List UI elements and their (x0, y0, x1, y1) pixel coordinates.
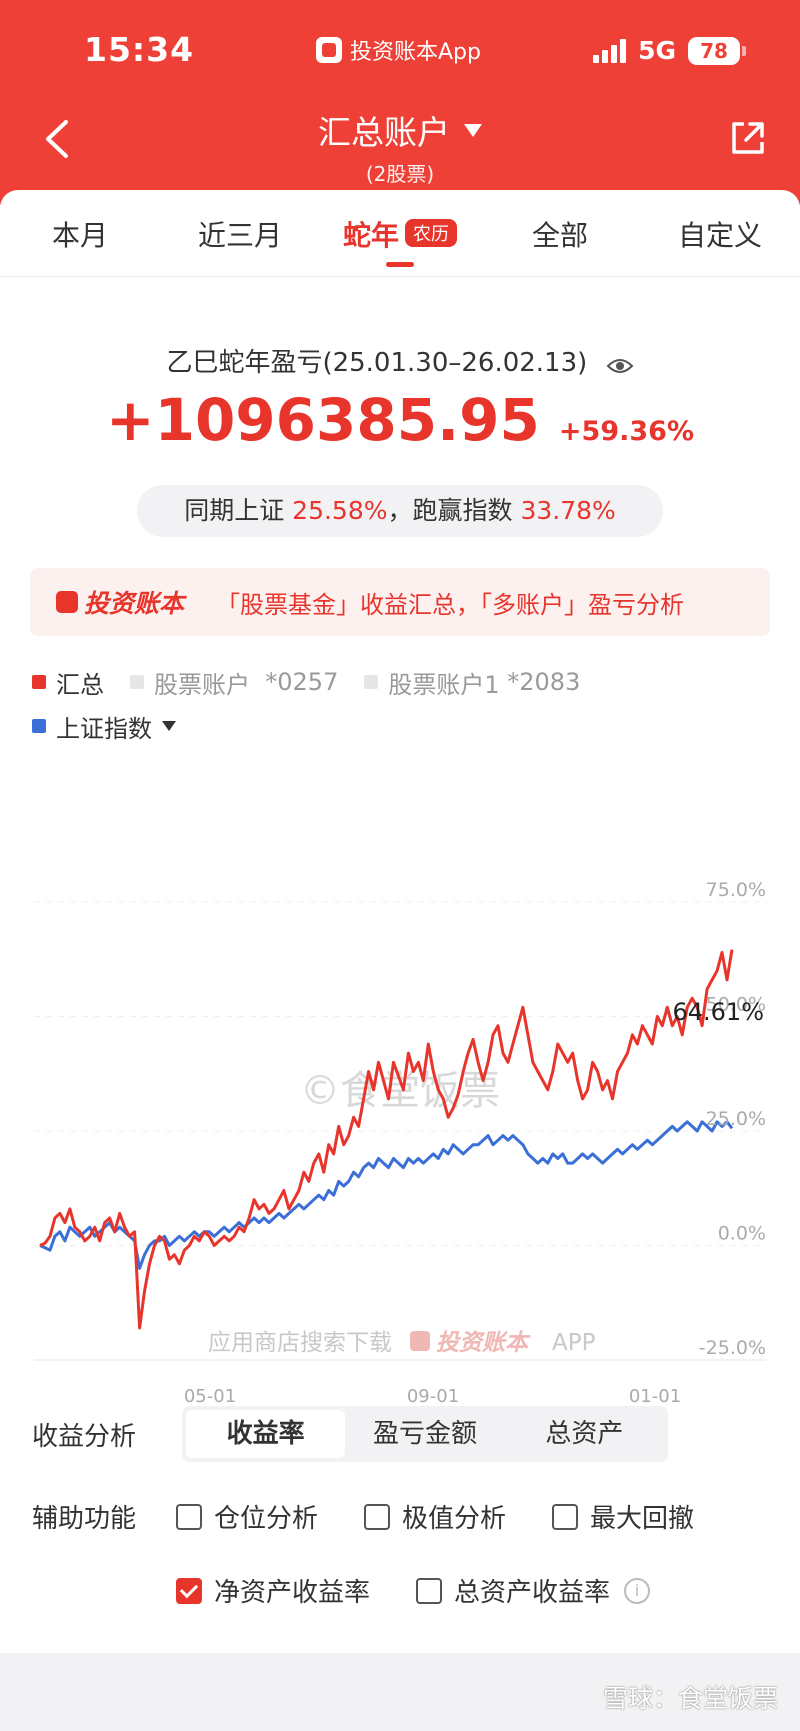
checkbox-icon (416, 1577, 443, 1604)
caret-down-icon (464, 123, 482, 137)
tab-custom[interactable]: 自定义 (677, 219, 763, 252)
footer-watermark: 雪球：食堂饭票 (602, 1684, 778, 1713)
app-header: 15:34 投资账本App 5G 78 汇总账户 (2股票) (0, 0, 800, 205)
last-value-label: 64.61% (672, 998, 764, 1026)
download-hint: 应用商店搜索下载 投资账本 APP (208, 1330, 596, 1356)
profit-amount: +1096385.95 (105, 386, 540, 454)
tab-snake-year[interactable]: 蛇年 农历 (342, 214, 458, 254)
footer: 雪球：食堂饭票 (0, 1653, 800, 1731)
tab-all[interactable]: 全部 (531, 219, 589, 252)
x-tick-label: 09-01 (407, 1386, 459, 1407)
account-title-area[interactable]: 汇总账户 (2股票) (0, 106, 800, 187)
battery-level: 78 (688, 36, 740, 65)
legend-account-0257[interactable]: 股票账户 *0257 (130, 665, 338, 700)
signal-icon (593, 38, 627, 63)
index-compare-pill: 同期上证 25.58%，跑赢指数 33.78% (137, 485, 663, 537)
legend-account-2083[interactable]: 股票账户1 *2083 (364, 665, 580, 700)
checkbox-net-asset-return[interactable]: 净资产收益率 (176, 1572, 370, 1609)
return-chart[interactable]: ©食堂饭票 应用商店搜索下载 投资账本 APP 75.0% 50.0% 25.0% 0… (0, 760, 800, 1520)
tab-snake-year-label: 蛇年 (342, 219, 400, 252)
seg-total-assets[interactable]: 总资产 (545, 1419, 624, 1449)
profit-rate: +59.36% (558, 416, 695, 447)
caret-down-icon (162, 721, 176, 731)
checkbox-checked-icon (176, 1577, 202, 1604)
checkbox-extreme-analysis[interactable]: 极值分析 (364, 1498, 506, 1535)
analysis-segmented-control: 收益率 盈亏金额 总资产 (182, 1406, 668, 1462)
legend-swatch (130, 675, 144, 689)
network-type: 5G (638, 36, 676, 65)
period-title: 乙巳蛇年盈亏(25.01.30–26.02.13) (0, 342, 800, 379)
status-time: 15:34 (84, 30, 195, 69)
aux-row-2: 净资产收益率 总资产收益率 i (176, 1572, 651, 1609)
eye-icon[interactable] (606, 356, 634, 376)
legend-index[interactable]: 上证指数 (32, 709, 176, 744)
series-line-total (39, 949, 734, 1330)
chart-watermark: ©食堂饭票 (300, 1068, 500, 1114)
y-tick-label: 75.0% (706, 879, 766, 901)
chart-legend: 汇总 股票账户 *0257 股票账户1 *2083 上证指数 (32, 660, 606, 748)
account-selector[interactable]: 汇总账户 (318, 106, 482, 154)
x-tick-label: 01-01 (629, 1386, 681, 1407)
y-tick-label: 50.0% (706, 994, 766, 1016)
y-tick-label: 0.0% (718, 1223, 766, 1245)
share-icon[interactable] (728, 118, 768, 158)
legend-swatch (32, 675, 46, 689)
legend-swatch (32, 719, 46, 733)
main-card: 本月 近三月 蛇年 农历 全部 自定义 乙巳蛇年盈亏(25.01.30–26.02… (0, 190, 800, 1653)
download-hint-text: 应用商店搜索下载 (208, 1330, 392, 1356)
profit-summary: +1096385.95 +59.36% (0, 386, 800, 454)
status-app-indicator: 投资账本App (316, 34, 481, 66)
checkbox-max-drawdown[interactable]: 最大回撤 (552, 1498, 694, 1535)
checkbox-total-asset-return[interactable]: 总资产收益率 (416, 1572, 610, 1609)
status-app-name: 投资账本App (350, 40, 481, 65)
download-brand: 投资账本 (436, 1330, 531, 1356)
y-tick-label: 25.0% (706, 1108, 766, 1130)
checkbox-icon (552, 1503, 579, 1530)
legend-total[interactable]: 汇总 (32, 665, 104, 700)
checkbox-icon (364, 1503, 391, 1530)
promo-text: 「股票基金」收益汇总，「多账户」盈亏分析 (216, 590, 685, 619)
page-title: 汇总账户 (318, 113, 450, 152)
aux-row-1: 辅助功能 仓位分析 极值分析 最大回撤 (32, 1498, 694, 1535)
legend-swatch (364, 675, 379, 689)
beat-index-rate: 33.78% (520, 496, 616, 525)
seg-return-rate[interactable]: 收益率 (186, 1410, 346, 1458)
page-subtitle: (2股票) (365, 162, 435, 186)
seg-profit-amount[interactable]: 盈亏金额 (372, 1419, 477, 1449)
analysis-label: 收益分析 (32, 1421, 137, 1452)
promo-brand: 投资账本 (56, 584, 184, 620)
promo-banner[interactable]: 投资账本 「股票基金」收益汇总，「多账户」盈亏分析 (30, 568, 770, 636)
info-icon[interactable]: i (624, 1577, 651, 1604)
download-app: APP (552, 1330, 596, 1356)
app-logo-icon (316, 37, 342, 63)
tab-this-month[interactable]: 本月 (51, 219, 109, 252)
analysis-row: 收益分析 收益率 盈亏金额 总资产 (32, 1406, 772, 1462)
active-tab-indicator (386, 262, 414, 267)
checkbox-icon (176, 1503, 202, 1530)
status-right: 5G 78 (593, 36, 746, 65)
checkbox-position-analysis[interactable]: 仓位分析 (176, 1498, 318, 1535)
series-line-index (39, 1120, 734, 1270)
aux-label: 辅助功能 (32, 1504, 137, 1534)
period-tabs: 本月 近三月 蛇年 农历 全部 自定义 (0, 190, 800, 277)
x-tick-label: 05-01 (184, 1386, 236, 1407)
tab-three-months[interactable]: 近三月 (197, 219, 283, 252)
brand-logo-icon (410, 1331, 430, 1351)
chevron-left-icon[interactable] (42, 118, 72, 160)
index-rate: 25.58% (292, 496, 388, 525)
lunar-badge: 农历 (405, 219, 458, 247)
y-tick-label: -25.0% (699, 1337, 766, 1359)
battery-icon: 78 (688, 36, 746, 65)
brand-logo-icon (56, 591, 78, 613)
